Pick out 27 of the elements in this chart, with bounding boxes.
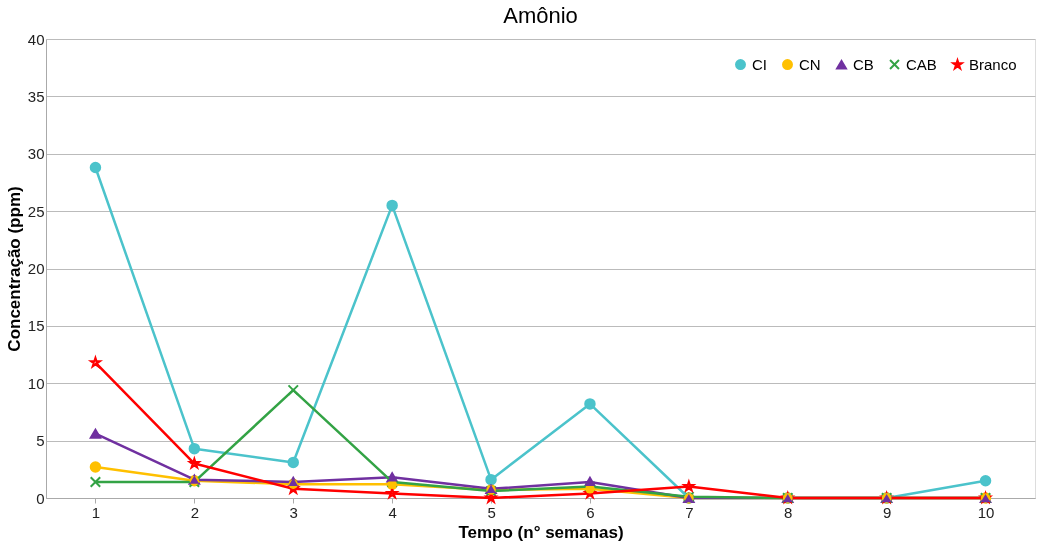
x-tick-label: 10: [977, 503, 995, 521]
legend-label: CB: [853, 55, 874, 73]
chart-title: Amônio: [503, 3, 578, 28]
y-tick-label: 20: [27, 260, 45, 277]
legend-label: CN: [799, 55, 821, 73]
x-axis-title: Tempo (n° semanas): [458, 522, 624, 542]
x-tick-label: 4: [388, 503, 397, 521]
y-tick-label: 25: [27, 202, 45, 220]
x-tick-label: 5: [487, 503, 496, 521]
x-tick-label: 3: [289, 503, 298, 521]
legend-label: Branco: [969, 55, 1017, 73]
y-tick-label: 40: [27, 30, 45, 48]
x-tick-label: 2: [190, 503, 200, 521]
x-tick-label: 8: [784, 503, 793, 521]
x-tick-label: 6: [586, 503, 595, 521]
x-tick-label: 9: [882, 503, 892, 521]
legend-label: CI: [752, 55, 767, 73]
y-tick-label: 10: [27, 374, 45, 392]
y-tick-label: 30: [27, 145, 45, 163]
y-tick-label: 0: [36, 489, 45, 507]
y-tick-label: 35: [27, 87, 45, 105]
legend-label: CAB: [906, 55, 937, 73]
y-tick-label: 15: [27, 317, 45, 335]
y-axis-title: Concentração (ppm): [4, 186, 24, 352]
x-tick-label: 7: [685, 503, 694, 521]
x-tick-label: 1: [91, 503, 101, 521]
y-tick-label: 5: [36, 432, 45, 450]
